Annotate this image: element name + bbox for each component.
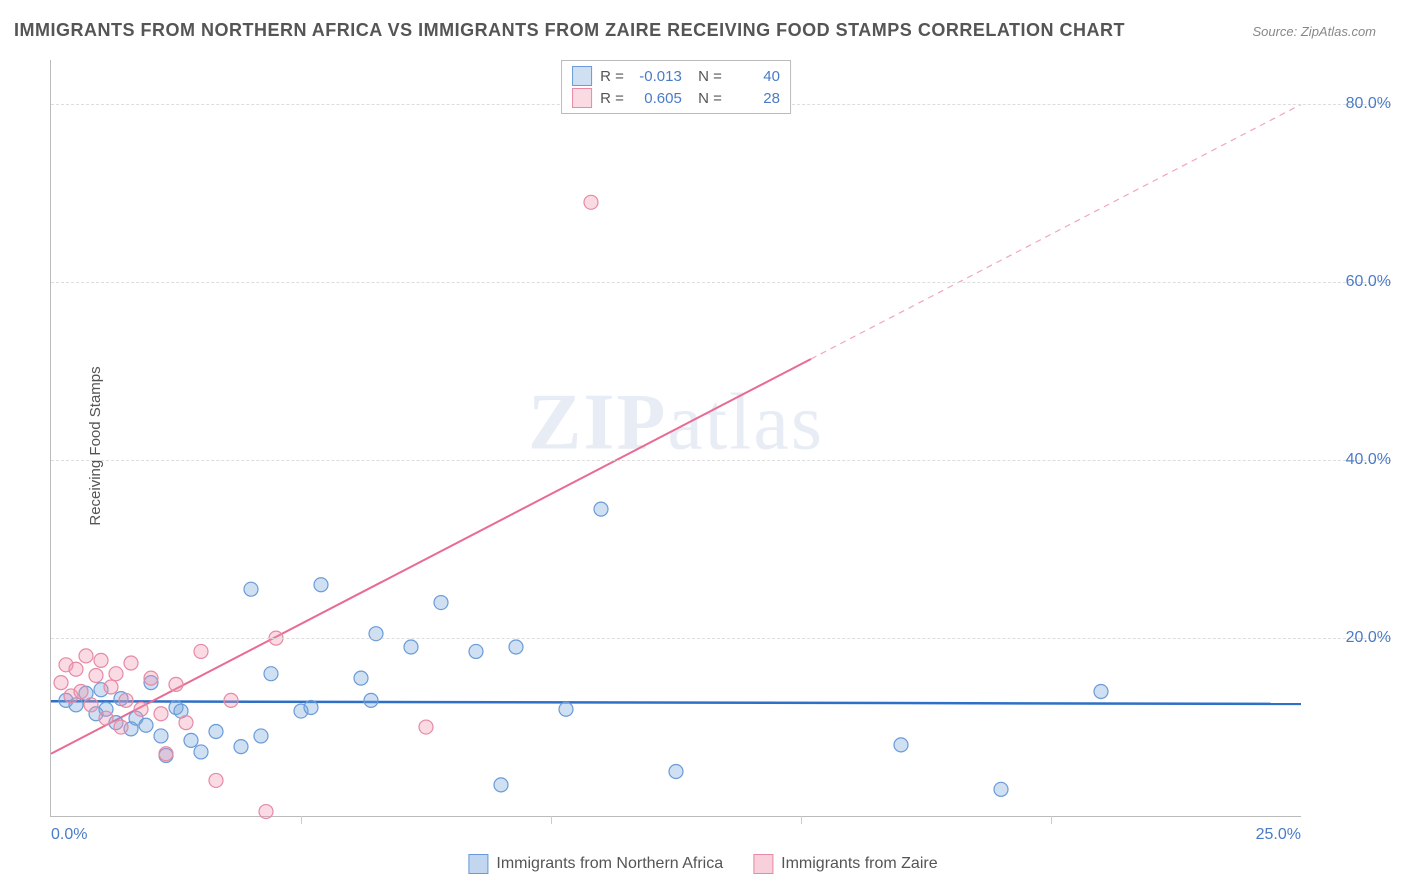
legend-item-1: Immigrants from Northern Africa (468, 854, 723, 874)
gridline-h (51, 282, 1391, 283)
swatch-pink (753, 854, 773, 874)
legend-label-2: Immigrants from Zaire (781, 855, 937, 873)
legend-row-series-1: R = -0.013 N = 40 (572, 65, 780, 87)
y-tick-label: 40.0% (1311, 451, 1391, 469)
legend-label-1: Immigrants from Northern Africa (496, 855, 723, 873)
x-tick-label: 25.0% (1256, 826, 1301, 844)
x-tick (301, 816, 302, 824)
x-tick (1051, 816, 1052, 824)
chart-container: IMMIGRANTS FROM NORTHERN AFRICA VS IMMIG… (0, 0, 1406, 892)
r-label: R = (600, 90, 624, 107)
source-attribution: Source: ZipAtlas.com (1252, 24, 1376, 39)
y-tick-label: 60.0% (1311, 273, 1391, 291)
gridline-h (51, 460, 1391, 461)
r-label: R = (600, 68, 624, 85)
legend-item-2: Immigrants from Zaire (753, 854, 937, 874)
swatch-blue (468, 854, 488, 874)
x-tick (551, 816, 552, 824)
n-value-1: 40 (730, 68, 780, 85)
plot-svg (51, 60, 1301, 816)
n-value-2: 28 (730, 90, 780, 107)
y-tick-label: 80.0% (1311, 95, 1391, 113)
x-tick-label: 0.0% (51, 826, 87, 844)
r-value-1: -0.013 (632, 68, 682, 85)
swatch-pink (572, 88, 592, 108)
x-tick (801, 816, 802, 824)
correlation-legend: R = -0.013 N = 40 R = 0.605 N = 28 (561, 60, 791, 114)
plot-area: ZIPatlas R = -0.013 N = 40 R = 0.605 N =… (50, 60, 1301, 817)
chart-title: IMMIGRANTS FROM NORTHERN AFRICA VS IMMIG… (14, 20, 1125, 41)
series-legend: Immigrants from Northern Africa Immigran… (468, 854, 937, 874)
swatch-blue (572, 66, 592, 86)
n-label: N = (690, 90, 722, 107)
r-value-2: 0.605 (632, 90, 682, 107)
gridline-h (51, 638, 1391, 639)
n-label: N = (690, 68, 722, 85)
y-tick-label: 20.0% (1311, 629, 1391, 647)
legend-row-series-2: R = 0.605 N = 28 (572, 87, 780, 109)
